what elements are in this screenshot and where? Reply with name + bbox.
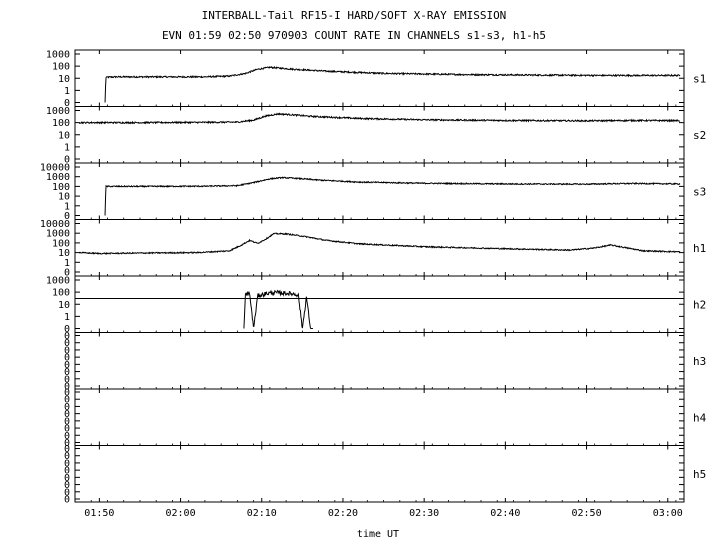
x-tick-label: 02:40 [490, 508, 520, 519]
x-tick-label: 02:30 [409, 508, 439, 519]
y-tick-label-h5: 0 [64, 466, 70, 477]
y-tick-label-h3: 0 [64, 331, 70, 342]
y-tick-label-s3: 10000 [40, 163, 70, 174]
y-tick-label-h5: 0 [64, 444, 70, 455]
y-tick-label-h3: 0 [64, 360, 70, 371]
y-tick-label-h4: 0 [64, 409, 70, 420]
y-tick-label-h2: 1 [64, 312, 70, 323]
x-tick-label: 02:50 [572, 508, 602, 519]
panel-frame-h5 [74, 445, 685, 503]
series-line-s2 [79, 112, 681, 125]
y-tick-label-s1: 0 [64, 98, 70, 109]
y-tick-label-h3: 0 [64, 374, 70, 385]
panels-layer: s110001001010s210001001010s3100001000100… [40, 49, 707, 506]
y-tick-label-h5: 0 [64, 480, 70, 491]
y-tick-label-h3: 0 [64, 382, 70, 393]
channel-label-s3: s3 [693, 185, 706, 198]
x-axis: 01:50 02:00 02:10 02:20 02:30 02:40 02:50 03:00 [84, 508, 683, 519]
y-tick-label-s3: 1 [64, 201, 70, 212]
channel-label-h1: h1 [693, 242, 706, 255]
y-tick-label-s1: 1 [64, 86, 70, 97]
x-tick-label: 01:50 [84, 508, 114, 519]
series-line-s1 [104, 65, 681, 103]
y-tick-label-h4: 0 [64, 388, 70, 399]
panel-frame-h4 [74, 388, 685, 446]
y-tick-label-s2: 10 [58, 130, 70, 141]
y-tick-label-s2: 0 [64, 155, 70, 166]
y-tick-label-h3: 0 [64, 367, 70, 378]
y-tick-label-h3: 0 [64, 338, 70, 349]
x-tick-label: 02:20 [328, 508, 358, 519]
y-tick-label-h2: 100 [52, 288, 70, 299]
y-tick-label-h4: 0 [64, 431, 70, 442]
panel-frame-h3 [74, 332, 685, 390]
y-tick-label-h5: 0 [64, 495, 70, 506]
y-tick-label-s2: 100 [52, 118, 70, 129]
y-tick-label-h3: 0 [64, 353, 70, 364]
series-line-s3 [104, 176, 681, 216]
y-tick-label-s2: 1 [64, 142, 70, 153]
x-tick-label: 03:00 [653, 508, 683, 519]
y-tick-label-h5: 0 [64, 473, 70, 484]
series-line-h2 [243, 289, 313, 329]
channel-label-h4: h4 [693, 411, 707, 424]
channel-label-s1: s1 [693, 72, 706, 85]
channel-label-h5: h5 [693, 468, 706, 481]
y-tick-label-s3: 0 [64, 211, 70, 222]
x-tick-label: 02:10 [247, 508, 277, 519]
y-tick-label-s3: 10 [58, 192, 70, 203]
y-tick-label-h1: 100 [52, 238, 70, 249]
y-tick-label-h1: 10000 [40, 219, 70, 230]
y-tick-label-s3: 1000 [46, 172, 70, 183]
y-tick-label-h5: 0 [64, 458, 70, 469]
y-tick-label-h4: 0 [64, 395, 70, 406]
y-tick-label-h4: 0 [64, 416, 70, 427]
y-tick-label-s3: 100 [52, 182, 70, 193]
y-tick-label-h1: 1 [64, 258, 70, 269]
y-tick-label-h4: 0 [64, 402, 70, 413]
y-tick-label-s1: 10 [58, 74, 70, 85]
y-tick-label-s1: 1000 [46, 50, 70, 61]
series-line-h1 [78, 232, 681, 256]
x-tick-label: 02:00 [166, 508, 196, 519]
y-tick-label-h4: 0 [64, 424, 70, 435]
y-tick-label-h2: 10 [58, 300, 70, 311]
y-tick-label-h2: 0 [64, 324, 70, 335]
panel-frame-s1 [74, 49, 685, 107]
chart-title: INTERBALL-Tail RF15-I HARD/SOFT X-RAY EM… [202, 9, 507, 22]
y-tick-label-s2: 1000 [46, 106, 70, 117]
y-tick-label-h4: 0 [64, 438, 70, 449]
panel-frame-s3 [74, 162, 685, 220]
channel-label-h3: h3 [693, 355, 706, 368]
y-tick-label-h3: 0 [64, 345, 70, 356]
y-tick-label-h1: 0 [64, 268, 70, 279]
y-tick-label-h2: 1000 [46, 276, 70, 287]
channel-label-s2: s2 [693, 129, 706, 142]
x-axis-title: time UT [357, 529, 399, 540]
panel-frame-h2 [74, 275, 685, 333]
y-tick-label-s1: 100 [52, 62, 70, 73]
y-tick-label-h1: 1000 [46, 229, 70, 240]
chart-subtitle: EVN 01:59 02:50 970903 COUNT RATE IN CHA… [162, 29, 546, 42]
y-tick-label-h5: 0 [64, 451, 70, 462]
y-tick-label-h1: 10 [58, 248, 70, 259]
y-tick-label-h5: 0 [64, 487, 70, 498]
channel-label-h2: h2 [693, 298, 706, 311]
panel-frame-s2 [74, 106, 685, 164]
